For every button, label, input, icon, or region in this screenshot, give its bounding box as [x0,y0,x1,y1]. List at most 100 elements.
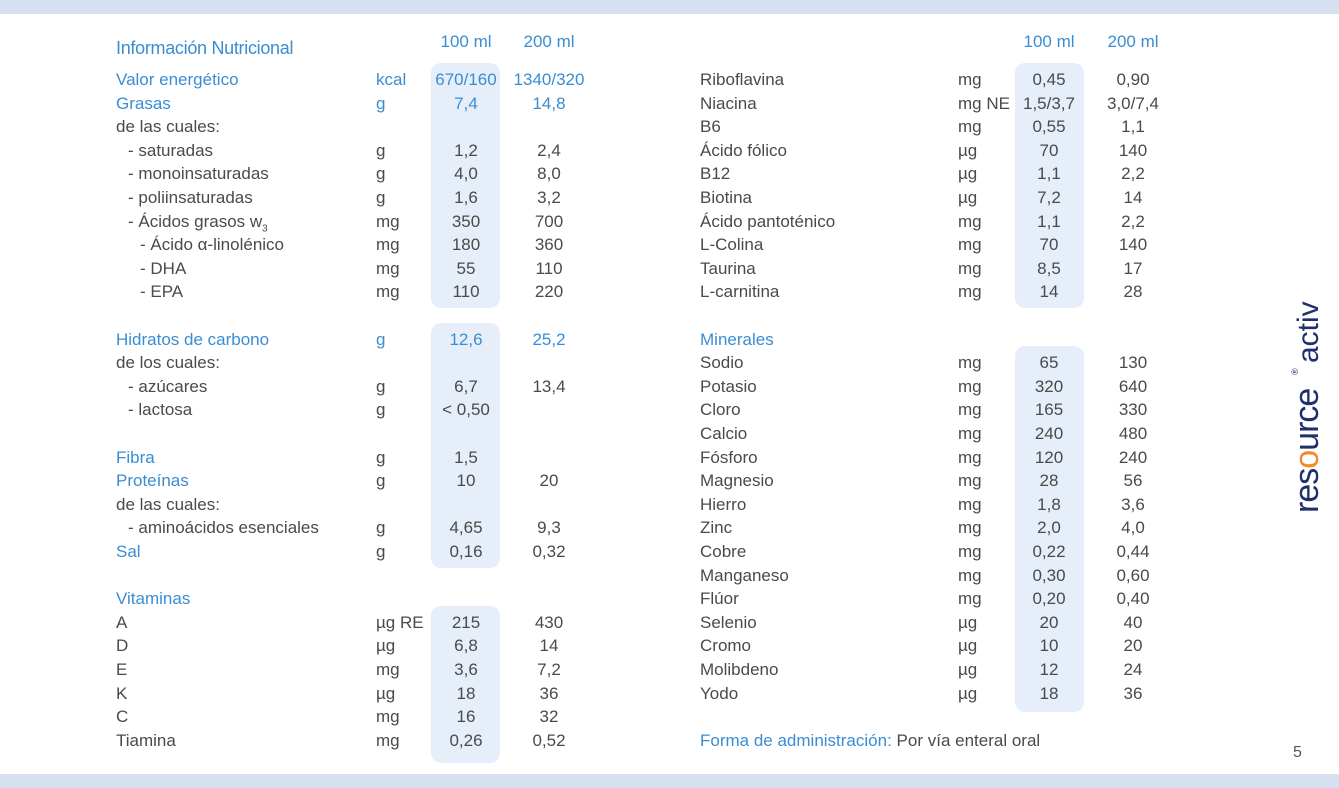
value-200ml: 0,40 [1116,589,1150,609]
value-100ml: 4,65 [449,518,483,538]
value-100ml: 10 [456,471,476,491]
unit: mg [958,494,982,514]
nutrient-label: L-Colina [700,235,764,255]
value-200ml: 40 [1123,612,1143,632]
nutrient-label: Fibra [116,447,155,467]
value-200ml: 220 [534,282,564,302]
value-200ml: 7,2 [537,660,561,679]
unit: g [376,542,386,561]
administration-line: Forma de administración: Por vía enteral… [700,729,1040,753]
unit: µg [958,140,978,160]
value-200ml: 28 [1123,282,1143,302]
nutrient-label: Tiamina [116,730,176,750]
highlight-column [431,323,500,568]
unit: g [376,188,386,207]
value-200ml: 110 [535,258,563,278]
unit: µg [958,660,978,679]
value-200ml: 24 [1123,660,1143,679]
unit: g [376,518,386,538]
nutrient-label: - poliinsaturadas [128,188,253,207]
value-100ml: 6,7 [454,376,478,396]
unit: g [376,471,386,491]
nutrient-label: Flúor [700,589,739,609]
value-100ml: 16 [456,707,476,727]
nutrient-label: E [116,660,128,679]
value-200ml: 640 [1118,376,1148,396]
value-200ml: 130 [1118,353,1148,373]
unit: µg [958,164,978,184]
unit: mg [958,589,982,609]
nutrient-label: Cloro [700,400,741,420]
value-200ml: 3,0/7,4 [1107,93,1159,113]
nutrient-label: de las cuales: [116,117,220,137]
unit: g [376,447,386,467]
resource-activ-logo: resource ® activ [1288,301,1326,513]
nutrient-label: - Ácido α-linolénico [140,235,285,255]
value-200ml: 3,6 [1121,494,1145,514]
column-header-100ml: 100 ml [440,32,492,51]
value-100ml: 3,6 [454,660,478,679]
unit: mg [958,400,982,420]
value-200ml: 2,2 [1121,211,1145,231]
nutrient-label: - EPA [140,282,184,302]
nutrient-label: A [116,612,128,632]
unit: g [376,164,386,184]
unit: mg [958,376,982,396]
nutrient-label: Minerales [700,329,774,349]
unit: mg [958,282,982,302]
unit: mg [958,424,982,443]
value-100ml: 70 [1039,140,1059,160]
value-200ml: 360 [534,235,564,255]
nutrient-label: D [116,636,129,656]
svg-text:activ: activ [1292,301,1325,363]
unit: µg [958,636,978,656]
unit: mg [958,542,982,561]
value-200ml: 36 [1123,683,1143,703]
nutrient-label: - aminoácidos esenciales [128,518,319,538]
value-200ml: 8,0 [537,164,561,184]
nutrient-label: - Ácidos grasos w3 [128,210,268,241]
value-200ml: 0,52 [532,730,566,750]
unit: mg [958,235,982,255]
unit: g [376,140,386,160]
nutrient-label-text: - Ácidos grasos w [128,211,263,231]
unit: g [376,376,386,396]
unit: mg [958,565,982,585]
value-100ml: 7,4 [454,93,478,113]
value-100ml: 0,30 [1032,565,1066,585]
unit: g [376,93,386,113]
administration-value: Por vía enteral oral [896,731,1041,750]
value-200ml: 140 [1118,140,1148,160]
unit: mg [958,353,982,373]
nutrient-label: Biotina [700,188,752,207]
value-200ml: 2,2 [1121,164,1145,184]
value-200ml: 17 [1123,258,1143,278]
nutrient-label: - lactosa [128,400,193,420]
top-band [0,0,1339,14]
page-number: 5 [1293,744,1302,761]
value-200ml: 2,4 [537,140,561,160]
unit: µg [376,683,396,703]
highlight-column [431,606,500,763]
unit: mg [958,258,982,278]
value-200ml: 3,2 [537,188,561,207]
nutrient-label: Magnesio [700,471,774,491]
highlight-column [431,63,500,308]
unit: mg [376,282,400,302]
unit: kcal [376,70,407,89]
value-100ml: 4,0 [454,164,478,184]
subscript: 3 [262,222,268,234]
value-100ml: 7,2 [1037,188,1061,207]
value-100ml: 1,1 [1037,211,1061,231]
value-100ml: 0,26 [449,730,483,750]
nutrient-label: Niacina [700,93,757,113]
unit: mg [376,211,400,231]
value-200ml: 14 [539,636,559,656]
value-100ml: 1,5/3,7 [1023,93,1075,113]
nutrient-label: B6 [700,117,721,137]
value-200ml: 480 [1118,424,1148,443]
value-100ml: 1,1 [1037,164,1061,184]
value-200ml: 14 [1123,188,1143,207]
value-200ml: 1,1 [1121,117,1145,137]
unit: µg [958,612,978,632]
